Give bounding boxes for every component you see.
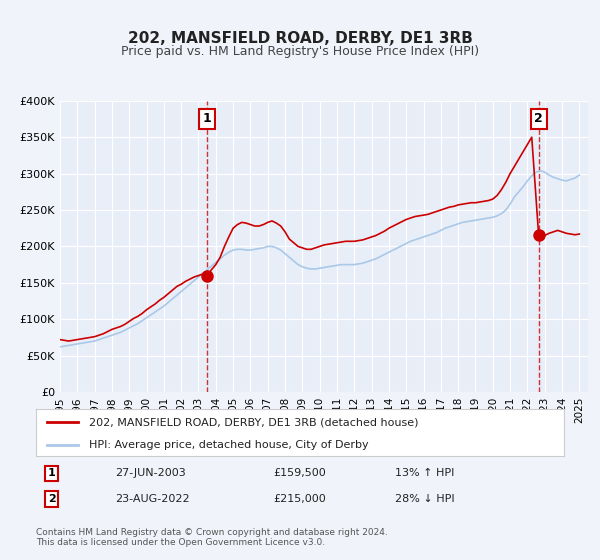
Text: 202, MANSFIELD ROAD, DERBY, DE1 3RB (detached house): 202, MANSFIELD ROAD, DERBY, DE1 3RB (det… xyxy=(89,417,418,427)
Text: £215,000: £215,000 xyxy=(274,494,326,504)
Text: 202, MANSFIELD ROAD, DERBY, DE1 3RB: 202, MANSFIELD ROAD, DERBY, DE1 3RB xyxy=(128,31,472,46)
Text: 13% ↑ HPI: 13% ↑ HPI xyxy=(395,468,454,478)
Text: Price paid vs. HM Land Registry's House Price Index (HPI): Price paid vs. HM Land Registry's House … xyxy=(121,45,479,58)
Text: 2: 2 xyxy=(534,113,543,125)
Text: 2: 2 xyxy=(48,494,56,504)
Text: 28% ↓ HPI: 28% ↓ HPI xyxy=(395,494,455,504)
Text: £159,500: £159,500 xyxy=(274,468,326,478)
Text: Contains HM Land Registry data © Crown copyright and database right 2024.
This d: Contains HM Land Registry data © Crown c… xyxy=(36,528,388,547)
Text: 1: 1 xyxy=(203,113,211,125)
Text: HPI: Average price, detached house, City of Derby: HPI: Average price, detached house, City… xyxy=(89,440,368,450)
Text: 27-JUN-2003: 27-JUN-2003 xyxy=(115,468,186,478)
Text: 1: 1 xyxy=(48,468,56,478)
Text: 23-AUG-2022: 23-AUG-2022 xyxy=(115,494,190,504)
